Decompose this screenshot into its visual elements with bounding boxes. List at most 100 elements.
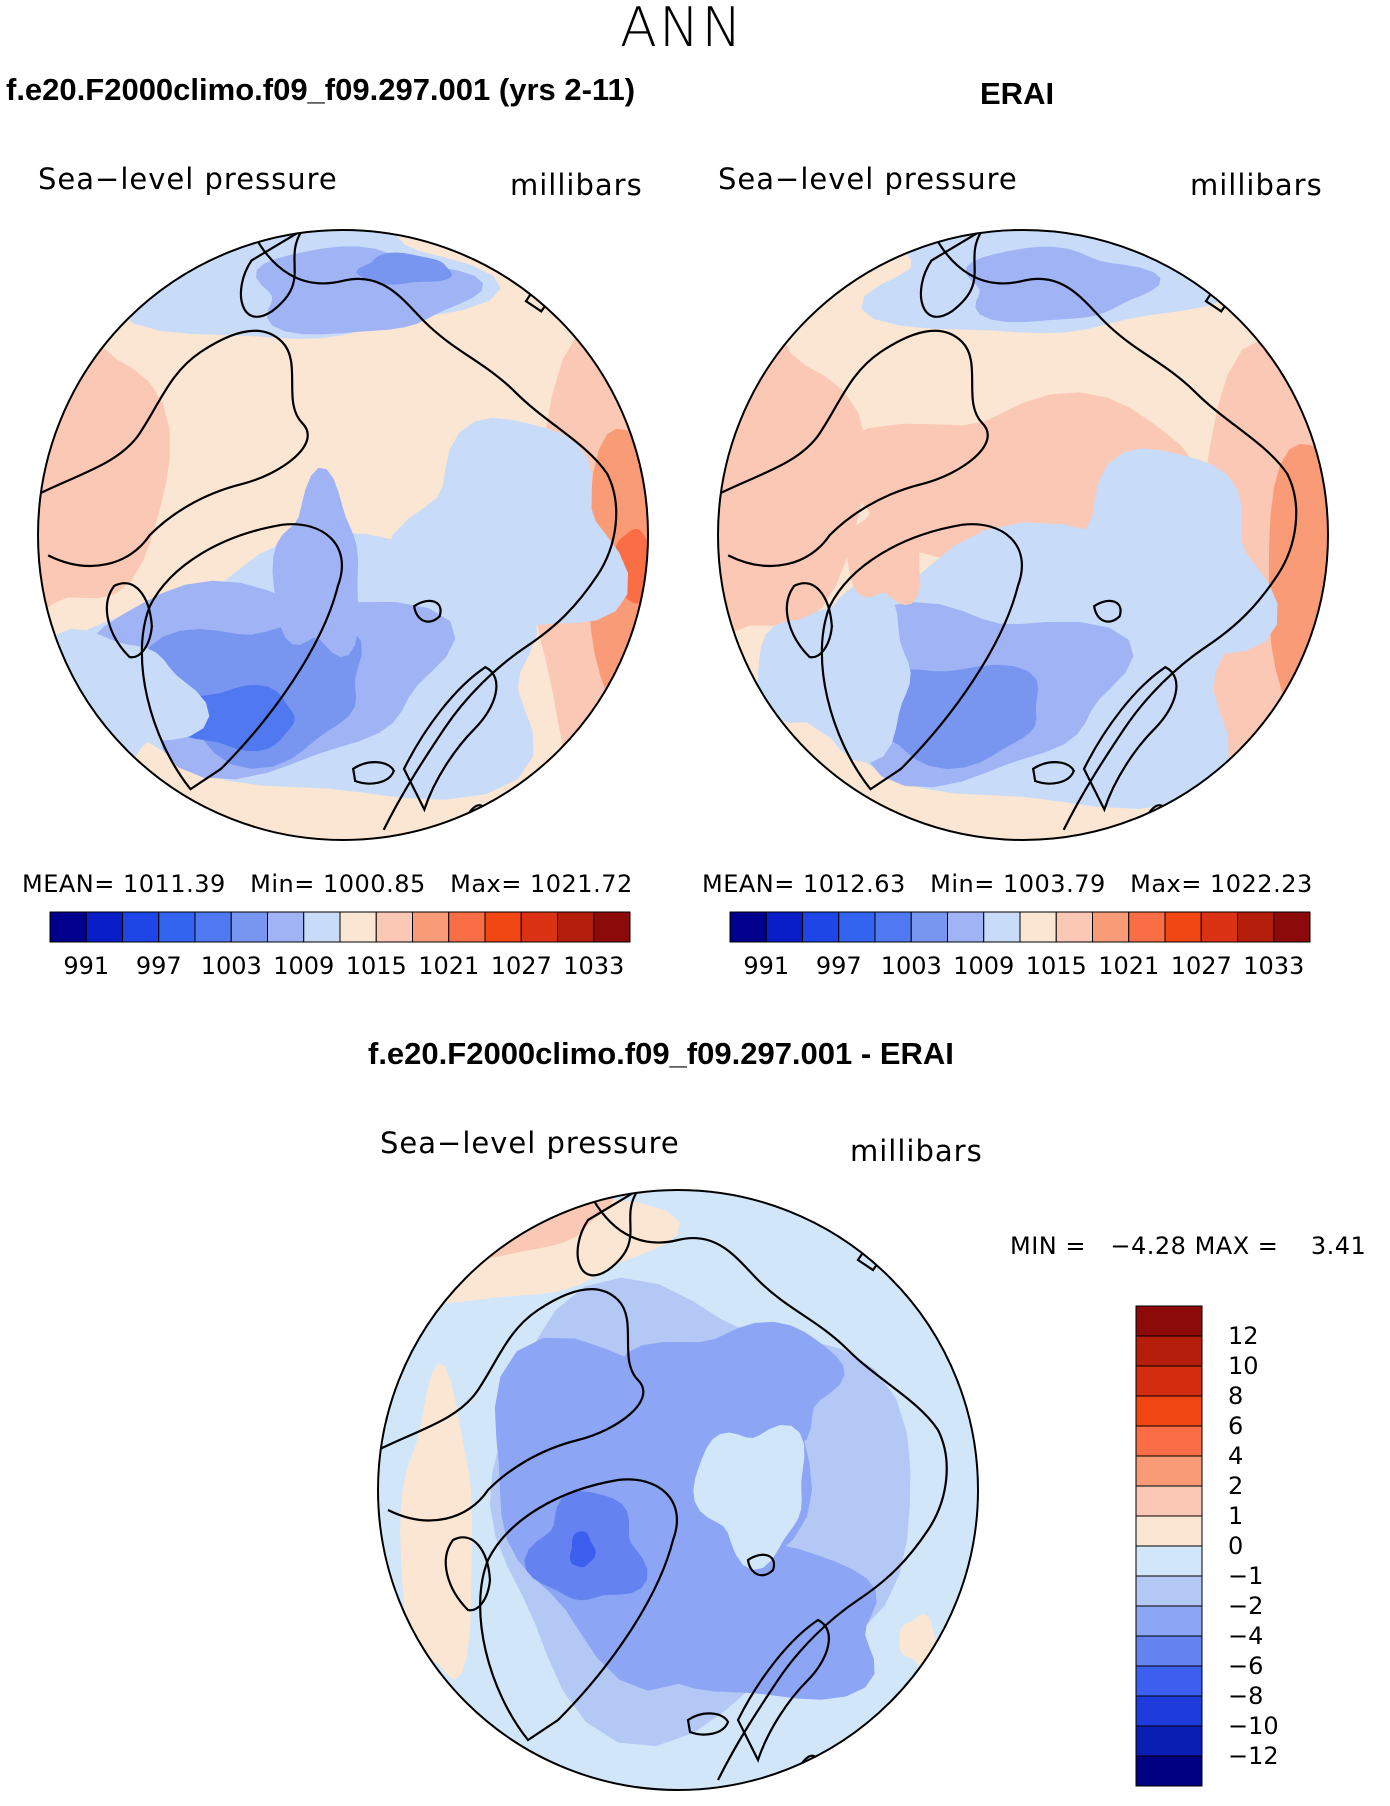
- coastline: [785, 582, 833, 659]
- panel3-colorbar-swatch: [1135, 1485, 1203, 1517]
- panel1-colorbar-swatch: [49, 911, 87, 943]
- panel2-map: [717, 229, 1329, 841]
- coastline: [378, 1288, 645, 1522]
- panel3-colorbar-swatch: [1135, 1605, 1203, 1637]
- pressure-contour: [757, 581, 911, 763]
- pressure-contour: [899, 1614, 936, 1666]
- panel3-stats: MIN = −4.28 MAX = 3.41: [1010, 1232, 1366, 1260]
- map-border: [377, 1189, 979, 1791]
- panel2-colorbar-swatch: [983, 911, 1021, 943]
- panel2-colorbar-swatch: [729, 911, 767, 943]
- coastline: [479, 1478, 679, 1742]
- pressure-contour: [272, 467, 359, 658]
- panel1-colorbar-tick-label: 1021: [418, 952, 479, 980]
- panel1-colorbar-swatch: [339, 911, 377, 943]
- pressure-contour: [846, 483, 920, 606]
- panel2-colorbar-swatch: [1273, 911, 1311, 943]
- panel3-min-value: −4.28: [1110, 1232, 1187, 1260]
- panel3-colorbar-tick-label: 12: [1228, 1322, 1259, 1350]
- panel3-colorbar-tick-label: 2: [1228, 1472, 1243, 1500]
- map-fill: [718, 230, 1328, 840]
- pressure-contour: [356, 252, 453, 285]
- panel2-colorbar-tick-label: 1009: [953, 952, 1014, 980]
- panel2-colorbar-swatch: [802, 911, 840, 943]
- coastline: [686, 1712, 730, 1736]
- panel1-max-label: Max=: [450, 870, 522, 898]
- panel1-min-label: Min=: [250, 870, 315, 898]
- panel2-colorbar-swatch: [838, 911, 876, 943]
- coastline: [718, 329, 989, 567]
- panel3-colorbar-swatch: [1135, 1365, 1203, 1397]
- coastline: [930, 230, 1298, 831]
- pressure-contour: [718, 264, 867, 661]
- panel1-colorbar-swatch: [557, 911, 595, 943]
- panel2-max-label: Max=: [1130, 870, 1202, 898]
- coastline: [576, 1190, 639, 1277]
- panel1-colorbar-swatch: [194, 911, 232, 943]
- panel3-colorbar-tick-label: −12: [1228, 1742, 1279, 1770]
- panel2-colorbar-tick-label: 1033: [1243, 952, 1304, 980]
- panel2-colorbar-tick-label: 1021: [1098, 952, 1159, 980]
- panel2-colorbar-swatch: [1092, 911, 1130, 943]
- panel1-colorbar-tick-label: 1015: [346, 952, 407, 980]
- panel2-colorbar-swatch: [765, 911, 803, 943]
- panel1-colorbar: 991 997 1003 1009 1015 1021 1027 1033: [49, 911, 631, 980]
- coastline: [105, 582, 153, 659]
- panel3-colorbar-tick-label: 10: [1228, 1352, 1259, 1380]
- panel1-colorbar-tick-label: 1003: [201, 952, 262, 980]
- coastline: [1092, 599, 1122, 623]
- panel2-colorbar-swatch: [1237, 911, 1275, 943]
- coastline: [746, 1553, 776, 1577]
- panel1-mean-label: MEAN=: [22, 870, 115, 898]
- panel3-colorbar-tick-label: −8: [1228, 1682, 1263, 1710]
- panel3-colorbar-swatch: [1135, 1725, 1203, 1757]
- panel1-colorbar-tick-label: 1033: [563, 952, 624, 980]
- panel3-map: [377, 1189, 979, 1791]
- panel1-colorbar-swatch: [412, 911, 450, 943]
- panel3-max-label: MAX =: [1194, 1232, 1279, 1260]
- coastline: [402, 665, 498, 813]
- panel1-colorbar-tick-label: 991: [63, 952, 109, 980]
- panel3-colorbar-swatch: [1135, 1545, 1203, 1577]
- panel3-colorbar-tick-label: −6: [1228, 1652, 1263, 1680]
- panel3-colorbar-swatch: [1135, 1575, 1203, 1607]
- panel3-colorbar-swatch: [1135, 1305, 1203, 1337]
- coastline: [351, 761, 396, 785]
- panel3-colorbar-tick-label: −10: [1228, 1712, 1279, 1740]
- pressure-contour: [400, 1363, 473, 1680]
- panel1-colorbar-swatch: [375, 911, 413, 943]
- panel3-title: f.e20.F2000climo.f09_f09.297.001 - ERAI: [368, 1036, 954, 1071]
- coastline: [820, 523, 1023, 791]
- panel2-colorbar-tick-label: 1027: [1171, 952, 1232, 980]
- pressure-contour: [1268, 442, 1328, 785]
- panel3-colorbar-tick-label: 6: [1228, 1412, 1243, 1440]
- panel1-variable-label: Sea−level pressure: [38, 162, 338, 196]
- panel1-colorbar-swatch: [158, 911, 196, 943]
- panel3-colorbar-swatch: [1135, 1635, 1203, 1667]
- panel3-colorbar-swatch: [1135, 1395, 1203, 1427]
- panel1-map: [37, 229, 649, 841]
- coastline: [239, 230, 304, 318]
- panel3-colorbar-tick-label: 0: [1228, 1532, 1243, 1560]
- panel3-colorbar-swatch: [1135, 1455, 1203, 1487]
- panel2-title: ERAI: [980, 76, 1055, 111]
- panel2-min-label: Min=: [930, 870, 995, 898]
- panel1-units-label: millibars: [510, 168, 643, 202]
- coastline: [1082, 665, 1178, 813]
- map-border: [37, 229, 649, 841]
- coastline: [587, 1190, 948, 1781]
- coastline: [140, 523, 343, 791]
- panel3-min-label: MIN =: [1010, 1232, 1086, 1260]
- panel2-colorbar-swatch: [1164, 911, 1202, 943]
- panel2-colorbar-swatch: [1200, 911, 1238, 943]
- pressure-contour: [693, 1425, 805, 1570]
- pressure-contour: [596, 1543, 877, 1700]
- panel3-units-label: millibars: [850, 1134, 983, 1168]
- panel2-mean-value: 1012.63: [803, 870, 906, 898]
- panel1-colorbar-tick-label: 1027: [491, 952, 552, 980]
- panel3-colorbar-tick-label: 1: [1228, 1502, 1243, 1530]
- panel1-mean-value: 1011.39: [123, 870, 226, 898]
- coastline: [736, 1618, 830, 1763]
- panel1-colorbar-swatch: [303, 911, 341, 943]
- panel2-units-label: millibars: [1190, 168, 1323, 202]
